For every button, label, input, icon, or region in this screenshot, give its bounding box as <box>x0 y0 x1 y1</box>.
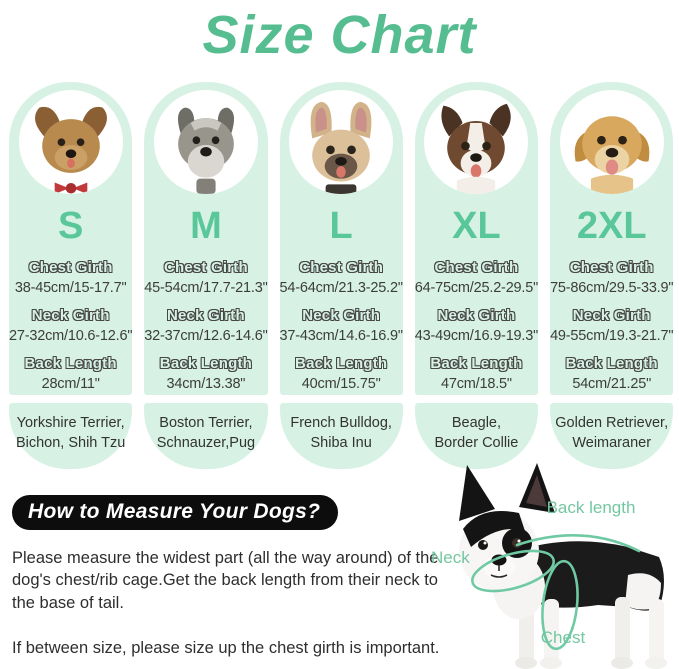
chest-girth-value: 64-75cm/25.2-29.5" <box>414 279 539 296</box>
size-column-l: L Chest Girth 54-64cm/21.3-25.2" Neck Gi… <box>279 82 403 469</box>
page-title: Size Chart <box>202 5 477 65</box>
dog-photo-circle <box>424 90 529 194</box>
back-length-value: 28cm/11" <box>41 375 100 392</box>
neck-girth-value: 37-43cm/14.6-16.9" <box>279 327 403 344</box>
dog-photo-circle <box>289 90 394 194</box>
chest-girth-value: 75-86cm/29.5-33.9" <box>550 279 674 296</box>
back-length-label: Back Length <box>159 354 252 372</box>
back-length-value: 34cm/13.38" <box>166 375 246 392</box>
measure-instructions: Please measure the widest part (all the … <box>12 549 439 612</box>
breeds-list: French Bulldog, Shiba Inu <box>279 403 403 469</box>
how-to-measure-heading: How to Measure Your Dogs? <box>12 495 339 530</box>
dog-photo-circle <box>18 90 123 194</box>
size-column-s: S Chest Girth 38-45cm/15-17.7" Neck Girt… <box>9 82 132 469</box>
neck-girth-value: 43-49cm/16.9-19.3" <box>414 327 539 344</box>
back-length-value: 40cm/15.75" <box>301 375 381 392</box>
neck-girth-label: Neck Girth <box>302 306 381 324</box>
size-label-s: S <box>57 205 84 247</box>
dog-photo-circle <box>559 90 664 194</box>
dog-measurement-diagram: Back length Neck Chest <box>423 457 679 669</box>
neck-diagram-label: Neck <box>431 548 470 567</box>
breeds-list: Yorkshire Terrier, Bichon, Shih Tzu <box>9 403 133 469</box>
neck-girth-label: Neck Girth <box>572 306 651 324</box>
size-column-xl: XL Chest Girth 64-75cm/25.2-29.5" Neck G… <box>414 82 539 469</box>
neck-girth-label: Neck Girth <box>166 306 245 324</box>
size-column-2xl: 2XL Chest Girth 75-86cm/29.5-33.9" Neck … <box>550 82 674 469</box>
chest-girth-value: 45-54cm/17.7-21.3" <box>144 279 268 296</box>
size-card-2xl: 2XL Chest Girth 75-86cm/29.5-33.9" Neck … <box>550 82 674 395</box>
back-length-value: 54cm/21.25" <box>572 375 652 392</box>
size-label-2xl: 2XL <box>576 205 647 247</box>
chest-diagram-label: Chest <box>541 628 586 647</box>
size-card-m: M Chest Girth 45-54cm/17.7-21.3" Neck Gi… <box>144 82 268 395</box>
chest-girth-label: Chest Girth <box>569 258 654 276</box>
size-label-l: L <box>329 205 353 247</box>
back-length-label: Back Length <box>24 354 117 372</box>
back-length-diagram-label: Back length <box>547 498 636 517</box>
sizing-advice: If between size, please size up the ches… <box>12 638 440 657</box>
chest-girth-label: Chest Girth <box>28 258 113 276</box>
size-columns: S Chest Girth 38-45cm/15-17.7" Neck Girt… <box>0 82 679 469</box>
neck-girth-value: 32-37cm/12.6-14.6" <box>144 327 268 344</box>
breeds-list: Boston Terrier, Schnauzer,Pug <box>144 403 268 469</box>
chest-girth-value: 38-45cm/15-17.7" <box>14 279 127 296</box>
neck-girth-value: 49-55cm/19.3-21.7" <box>550 327 674 344</box>
golden-retriever-photo <box>574 116 650 194</box>
back-length-label: Back Length <box>430 354 523 372</box>
neck-girth-value: 27-32cm/10.6-12.6" <box>9 327 133 344</box>
dog-photo-circle <box>153 90 258 194</box>
chest-girth-label: Chest Girth <box>163 258 248 276</box>
measurement-diagram-illustration: Back length Neck Chest <box>431 463 667 669</box>
size-card-s: S Chest Girth 38-45cm/15-17.7" Neck Girt… <box>9 82 132 395</box>
size-card-l: L Chest Girth 54-64cm/21.3-25.2" Neck Gi… <box>279 82 403 395</box>
size-label-xl: XL <box>452 205 501 247</box>
how-to-measure-section: How to Measure Your Dogs? Please measure… <box>0 463 679 669</box>
border-collie-photo <box>441 103 512 194</box>
chest-girth-label: Chest Girth <box>434 258 519 276</box>
schnauzer-photo <box>177 107 234 194</box>
chest-girth-label: Chest Girth <box>299 258 384 276</box>
french-bulldog-photo <box>310 101 372 194</box>
yorkshire-terrier-photo <box>34 106 107 194</box>
size-card-xl: XL Chest Girth 64-75cm/25.2-29.5" Neck G… <box>414 82 539 395</box>
neck-girth-label: Neck Girth <box>437 306 516 324</box>
size-column-m: M Chest Girth 45-54cm/17.7-21.3" Neck Gi… <box>144 82 268 469</box>
neck-girth-label: Neck Girth <box>31 306 110 324</box>
back-length-label: Back Length <box>565 354 658 372</box>
size-label-m: M <box>190 205 222 247</box>
back-length-value: 47cm/18.5" <box>441 375 512 392</box>
back-length-label: Back Length <box>295 354 388 372</box>
chest-girth-value: 54-64cm/21.3-25.2" <box>279 279 403 296</box>
